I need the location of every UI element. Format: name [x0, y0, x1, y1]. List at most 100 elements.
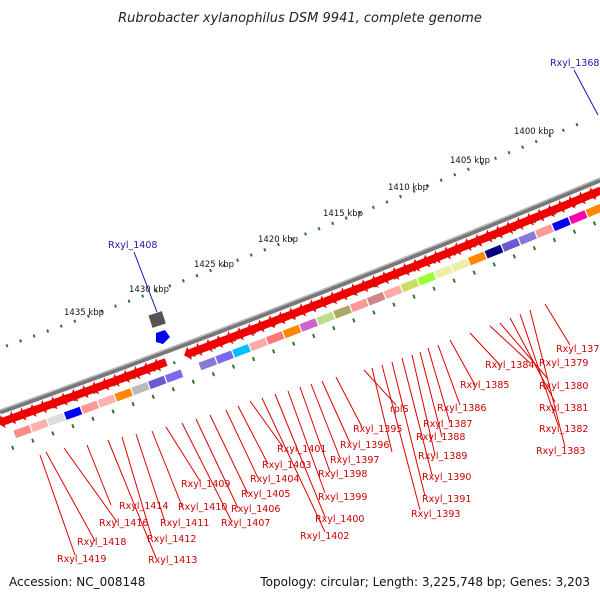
- label-rxyl-1419[interactable]: Rxyl_1419: [57, 554, 106, 565]
- label-rxyl-1401[interactable]: Rxyl_1401: [277, 444, 326, 455]
- label-rxyl-1402[interactable]: Rxyl_1402: [300, 531, 349, 542]
- gc-dot: [32, 334, 36, 338]
- leader-line: [287, 390, 326, 494]
- label-rxyl-1378[interactable]: Rxyl_1378: [556, 344, 600, 355]
- gc-dot: [168, 284, 172, 288]
- gc-dot: [222, 263, 226, 268]
- leader-line: [335, 376, 363, 428]
- gc-dot: [100, 309, 104, 313]
- gene-arrow: [121, 369, 137, 383]
- label-rxyl-1382[interactable]: Rxyl_1382: [539, 424, 588, 435]
- gc-dot: [19, 339, 22, 343]
- gene-arrow: [90, 381, 106, 395]
- leader-line: [237, 405, 269, 465]
- label-rxyl-1413[interactable]: Rxyl_1413: [148, 555, 197, 566]
- label-rxyl-1389[interactable]: Rxyl_1389: [418, 451, 467, 462]
- label-rxyl-1418[interactable]: Rxyl_1418: [77, 537, 126, 548]
- leader-line: [165, 426, 201, 482]
- label-rxyl-1379[interactable]: Rxyl_1379: [539, 358, 588, 369]
- label-rxyl-1408[interactable]: Rxyl_1408: [108, 240, 157, 251]
- leader-line-rxyl-1368: [573, 69, 599, 116]
- leader-line: [63, 447, 118, 523]
- label-rxyl-1409[interactable]: Rxyl_1409: [181, 479, 230, 490]
- cog-band-segment: [400, 278, 420, 293]
- label-rxyl-1414[interactable]: Rxyl_1414: [119, 501, 168, 512]
- accession-text: Accession: NC_008148: [9, 575, 145, 589]
- label-rxyl-1404[interactable]: Rxyl_1404: [250, 474, 299, 485]
- gene-rxyl-1408[interactable]: [148, 311, 166, 328]
- gc-dot: [209, 268, 212, 273]
- cog-band-segment: [282, 324, 302, 339]
- gc-dot: [575, 122, 579, 127]
- leader-line: [509, 317, 556, 403]
- label-rxyl-1381[interactable]: Rxyl_1381: [539, 403, 588, 414]
- label-rxyl-1380[interactable]: Rxyl_1380: [539, 381, 588, 392]
- scale-label-1405: 1405 kbp: [450, 156, 490, 166]
- gene-arrow: [215, 334, 230, 349]
- label-rxyl-1407[interactable]: Rxyl_1407: [221, 518, 270, 529]
- label-rxyl-1395[interactable]: Rxyl_1395: [353, 424, 402, 435]
- gene-arrow-shape: [308, 299, 323, 313]
- gene-arrow: [59, 392, 75, 406]
- cog-band-segment: [535, 224, 554, 238]
- label-rxyl-1405[interactable]: Rxyl_1405: [241, 489, 290, 500]
- leader-line: [107, 439, 157, 559]
- leader-line: [261, 397, 326, 533]
- scale-tick: [172, 360, 176, 365]
- label-rxyl-1390[interactable]: Rxyl_1390: [422, 472, 471, 483]
- leader-line: [39, 454, 76, 556]
- cog-band-segment: [232, 344, 251, 358]
- cog-band-segment: [484, 244, 504, 259]
- scale-tick: [452, 278, 456, 283]
- cog-band-segment: [450, 258, 470, 273]
- cog-band-segment: [131, 382, 150, 396]
- label-rxyl-1399[interactable]: Rxyl_1399: [318, 492, 367, 503]
- label-rpls[interactable]: rplS: [390, 404, 409, 415]
- cog-band-segment: [417, 271, 436, 286]
- gc-dot: [358, 210, 362, 215]
- leader-line: [151, 430, 183, 507]
- label-rxyl-1391[interactable]: Rxyl_1391: [422, 494, 471, 505]
- label-rxyl-1406[interactable]: Rxyl_1406: [231, 504, 280, 515]
- gc-dot: [114, 304, 117, 308]
- scale-tick: [91, 416, 95, 422]
- label-rxyl-1410[interactable]: Rxyl_1410: [178, 502, 227, 513]
- genome-stats-text: Topology: circular; Length: 3,225,748 bp…: [259, 575, 590, 589]
- gene-arrow-shape: [153, 358, 168, 372]
- label-rxyl-1368[interactable]: Rxyl_1368: [550, 58, 599, 69]
- scale-tick: [372, 310, 376, 315]
- label-rxyl-1385[interactable]: Rxyl_1385: [460, 380, 509, 391]
- label-rxyl-1416[interactable]: Rxyl_1416: [99, 518, 148, 529]
- leader-line-rxyl-1408: [133, 251, 158, 313]
- leader-line: [529, 309, 566, 448]
- gc-dot: [399, 194, 402, 199]
- gc-dot: [344, 216, 348, 220]
- label-rxyl-1412[interactable]: Rxyl_1412: [147, 534, 196, 545]
- label-rxyl-1383[interactable]: Rxyl_1383: [536, 446, 585, 457]
- label-rxyl-1393[interactable]: Rxyl_1393: [411, 509, 460, 520]
- gene-leader-lines: [39, 303, 571, 559]
- cog-band-segment: [434, 265, 453, 279]
- leader-line: [544, 303, 571, 346]
- label-rxyl-1403[interactable]: Rxyl_1403: [262, 460, 311, 471]
- label-rxyl-1396[interactable]: Rxyl_1396: [340, 440, 389, 451]
- label-rxyl-1400[interactable]: Rxyl_1400: [315, 514, 364, 525]
- label-rxyl-1397[interactable]: Rxyl_1397: [330, 455, 379, 466]
- leader-line: [419, 351, 443, 438]
- label-rxyl-1411[interactable]: Rxyl_1411: [160, 518, 209, 529]
- scale-tick: [251, 356, 256, 362]
- gene-rxyl-1408-arrow[interactable]: [156, 330, 170, 344]
- gc-dot: [453, 172, 457, 177]
- label-rxyl-1386[interactable]: Rxyl_1386: [437, 403, 486, 414]
- label-rxyl-1384[interactable]: Rxyl_1384: [485, 360, 534, 371]
- cog-band-segment: [97, 394, 116, 408]
- label-rxyl-1398[interactable]: Rxyl_1398: [318, 469, 367, 480]
- scale-tick: [412, 294, 416, 299]
- scale-label-1420: 1420 kbp: [258, 235, 298, 245]
- label-rxyl-1388[interactable]: Rxyl_1388: [416, 432, 465, 443]
- gene-arrow-shape: [215, 334, 230, 349]
- gc-dot: [548, 134, 552, 138]
- label-rxyl-1387[interactable]: Rxyl_1387: [423, 419, 472, 430]
- gc-dot: [385, 200, 389, 204]
- gene-arrow: [184, 346, 199, 360]
